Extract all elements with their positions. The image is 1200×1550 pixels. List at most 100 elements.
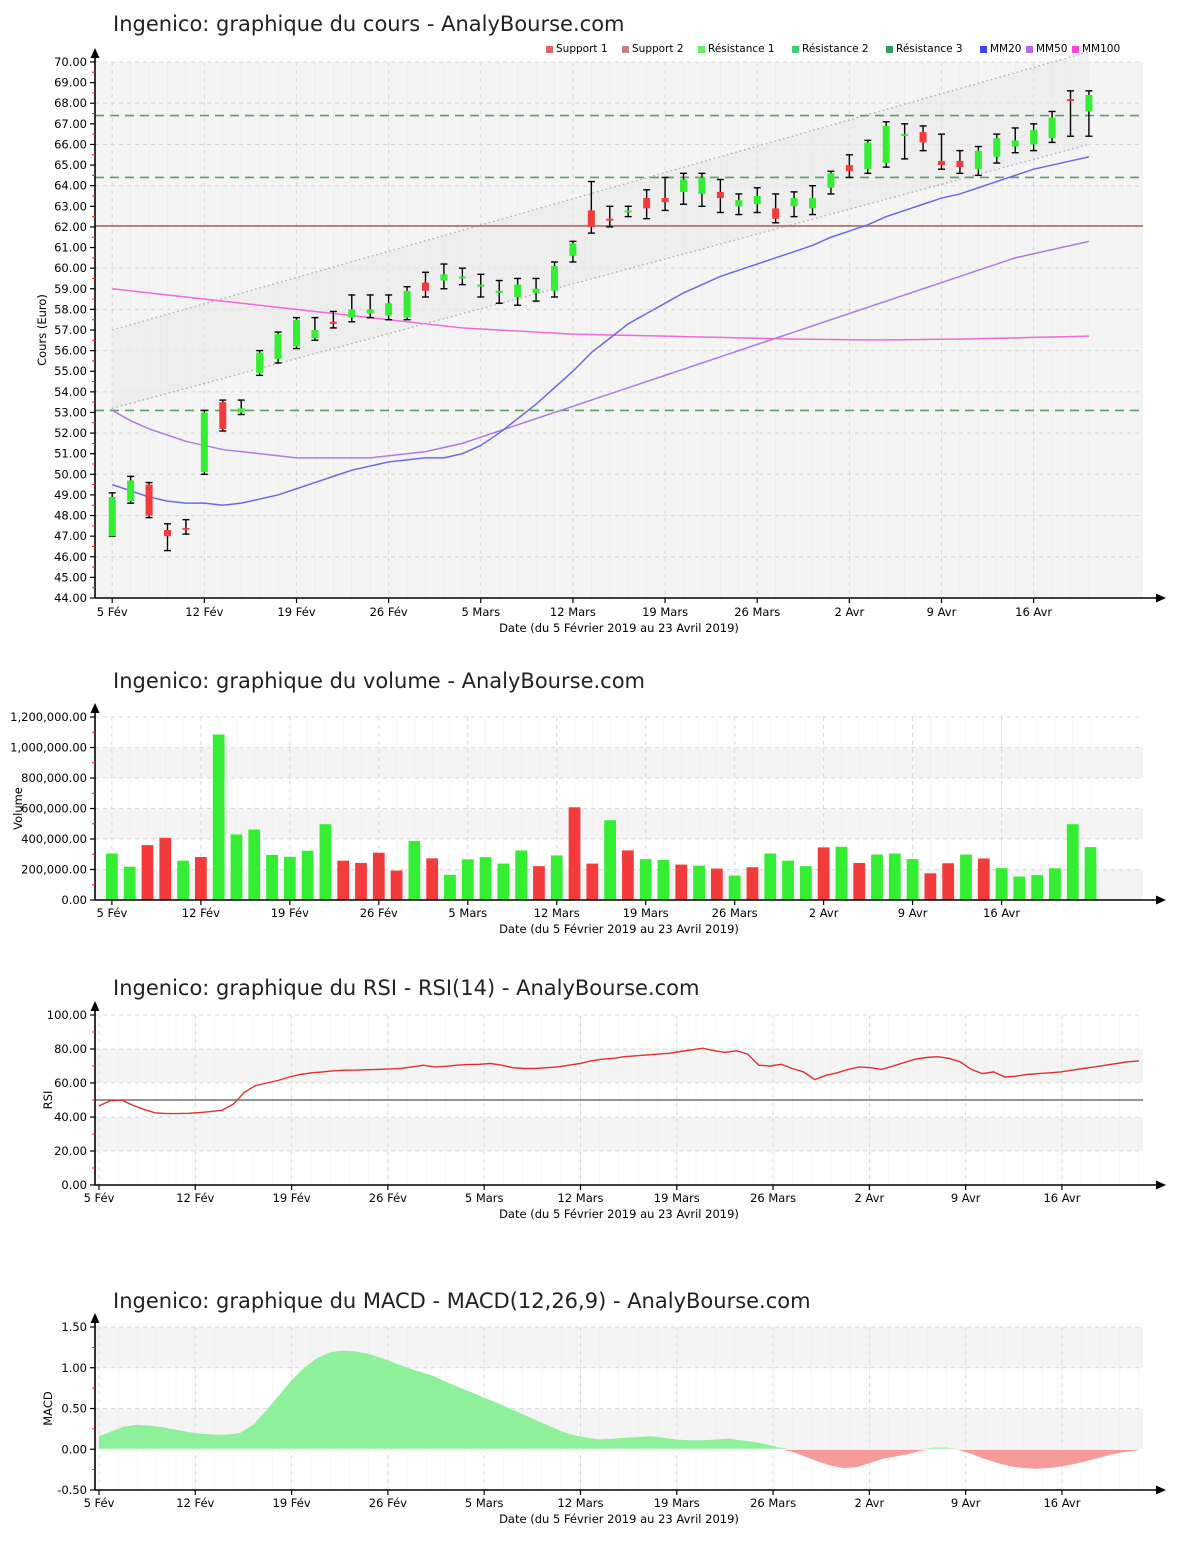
svg-text:12 Fév: 12 Fév xyxy=(182,906,220,920)
svg-text:51.00: 51.00 xyxy=(54,447,87,461)
svg-text:46.00: 46.00 xyxy=(54,550,87,564)
volume-chart-panel: Ingenico: graphique du volume - AnalyBou… xyxy=(0,655,1200,955)
svg-text:55.00: 55.00 xyxy=(54,364,87,378)
svg-text:5 Fév: 5 Fév xyxy=(84,1496,115,1510)
svg-text:Support 2: Support 2 xyxy=(632,43,684,55)
svg-text:12 Mars: 12 Mars xyxy=(557,1191,603,1205)
svg-text:Résistance 2: Résistance 2 xyxy=(802,43,869,55)
price-chart-panel: Ingenico: graphique du cours - AnalyBour… xyxy=(0,0,1200,650)
svg-text:80.00: 80.00 xyxy=(54,1042,87,1056)
svg-text:Date (du 5 Février 2019 au 23: Date (du 5 Février 2019 au 23 Avril 2019… xyxy=(499,1207,739,1221)
svg-text:12 Mars: 12 Mars xyxy=(557,1496,603,1510)
svg-text:26 Mars: 26 Mars xyxy=(750,1191,796,1205)
svg-text:50.00: 50.00 xyxy=(54,467,87,481)
svg-text:-0.50: -0.50 xyxy=(57,1483,87,1497)
svg-text:62.00: 62.00 xyxy=(54,220,87,234)
svg-text:Résistance 3: Résistance 3 xyxy=(896,43,963,55)
svg-text:48.00: 48.00 xyxy=(54,509,87,523)
svg-text:58.00: 58.00 xyxy=(54,302,87,316)
svg-text:Résistance 1: Résistance 1 xyxy=(708,43,775,55)
svg-text:600,000.00: 600,000.00 xyxy=(21,802,87,816)
svg-text:12 Mars: 12 Mars xyxy=(550,605,596,619)
svg-text:2 Avr: 2 Avr xyxy=(855,1191,885,1205)
svg-text:63.00: 63.00 xyxy=(54,199,87,213)
svg-text:0.00: 0.00 xyxy=(61,1178,87,1192)
svg-text:400,000.00: 400,000.00 xyxy=(21,832,87,846)
svg-text:12 Fév: 12 Fév xyxy=(176,1191,214,1205)
svg-text:66.00: 66.00 xyxy=(54,137,87,151)
svg-text:5 Mars: 5 Mars xyxy=(461,605,500,619)
svg-text:69.00: 69.00 xyxy=(54,76,87,90)
svg-text:70.00: 70.00 xyxy=(54,55,87,69)
svg-text:12 Mars: 12 Mars xyxy=(534,906,580,920)
svg-text:0.00: 0.00 xyxy=(61,1442,87,1456)
svg-text:5 Fév: 5 Fév xyxy=(84,1191,115,1205)
svg-text:12 Fév: 12 Fév xyxy=(176,1496,214,1510)
svg-text:100.00: 100.00 xyxy=(47,1008,87,1022)
svg-text:53.00: 53.00 xyxy=(54,405,87,419)
svg-text:16 Avr: 16 Avr xyxy=(1015,605,1052,619)
svg-text:5 Mars: 5 Mars xyxy=(465,1496,504,1510)
svg-text:60.00: 60.00 xyxy=(54,1076,87,1090)
svg-text:19 Fév: 19 Fév xyxy=(271,906,309,920)
svg-text:26 Mars: 26 Mars xyxy=(750,1496,796,1510)
rsi-chart-title: Ingenico: graphique du RSI - RSI(14) - A… xyxy=(113,976,700,1000)
svg-text:Support 1: Support 1 xyxy=(556,43,608,55)
svg-text:1.00: 1.00 xyxy=(61,1361,87,1375)
svg-text:5 Fév: 5 Fév xyxy=(97,605,128,619)
svg-text:Date (du 5 Février 2019 au 23: Date (du 5 Février 2019 au 23 Avril 2019… xyxy=(499,621,739,635)
svg-text:Cours (Euro): Cours (Euro) xyxy=(35,294,49,366)
svg-text:19 Fév: 19 Fév xyxy=(273,1191,311,1205)
svg-text:200,000.00: 200,000.00 xyxy=(21,863,87,877)
svg-text:800,000.00: 800,000.00 xyxy=(21,771,87,785)
svg-text:65.00: 65.00 xyxy=(54,158,87,172)
svg-text:9 Avr: 9 Avr xyxy=(898,906,928,920)
svg-text:9 Avr: 9 Avr xyxy=(951,1496,981,1510)
volume-chart-title: Ingenico: graphique du volume - AnalyBou… xyxy=(113,669,646,693)
svg-text:5 Fév: 5 Fév xyxy=(96,906,127,920)
macd-chart-title: Ingenico: graphique du MACD - MACD(12,26… xyxy=(113,1289,811,1313)
volume-chart-svg: 0.00 200,000.00 400,000.00 600,000.00 800,00… xyxy=(10,703,1166,936)
svg-text:2 Avr: 2 Avr xyxy=(809,906,839,920)
macd-chart-svg: -0.50 0.00 0.50 1.00 1.50 5 Fév 12 Fév 19 Fév 26… xyxy=(41,1313,1166,1526)
svg-text:9 Avr: 9 Avr xyxy=(927,605,957,619)
svg-text:MM100: MM100 xyxy=(1082,43,1120,55)
svg-text:47.00: 47.00 xyxy=(54,529,87,543)
svg-text:Date (du 5 Février 2019 au 23: Date (du 5 Février 2019 au 23 Avril 2019… xyxy=(499,1512,739,1526)
svg-text:1,200,000.00: 1,200,000.00 xyxy=(10,710,87,724)
svg-text:19 Fév: 19 Fév xyxy=(277,605,315,619)
svg-text:45.00: 45.00 xyxy=(54,570,87,584)
svg-text:26 Mars: 26 Mars xyxy=(712,906,758,920)
svg-text:40.00: 40.00 xyxy=(54,1110,87,1124)
svg-text:61.00: 61.00 xyxy=(54,241,87,255)
svg-text:26 Fév: 26 Fév xyxy=(370,605,408,619)
svg-text:19 Mars: 19 Mars xyxy=(654,1496,700,1510)
svg-text:16 Avr: 16 Avr xyxy=(983,906,1020,920)
svg-text:9 Avr: 9 Avr xyxy=(951,1191,981,1205)
svg-text:RSI: RSI xyxy=(41,1091,55,1110)
svg-text:59.00: 59.00 xyxy=(54,282,87,296)
svg-text:2 Avr: 2 Avr xyxy=(835,605,865,619)
svg-text:56.00: 56.00 xyxy=(54,344,87,358)
svg-text:67.00: 67.00 xyxy=(54,117,87,131)
svg-text:54.00: 54.00 xyxy=(54,385,87,399)
svg-text:26 Mars: 26 Mars xyxy=(734,605,780,619)
svg-text:49.00: 49.00 xyxy=(54,488,87,502)
rsi-chart-svg: 0.00 20.00 40.00 60.00 80.00 100.00 5 Fév 12 Fé… xyxy=(41,1001,1166,1221)
svg-text:2 Avr: 2 Avr xyxy=(855,1496,885,1510)
svg-text:26 Fév: 26 Fév xyxy=(360,906,398,920)
svg-text:MACD: MACD xyxy=(41,1391,55,1426)
svg-text:44.00: 44.00 xyxy=(54,591,87,605)
svg-text:26 Fév: 26 Fév xyxy=(369,1191,407,1205)
svg-text:19 Mars: 19 Mars xyxy=(654,1191,700,1205)
macd-chart-panel: Ingenico: graphique du MACD - MACD(12,26… xyxy=(0,1275,1200,1550)
svg-text:20.00: 20.00 xyxy=(54,1144,87,1158)
svg-text:19 Mars: 19 Mars xyxy=(642,605,688,619)
svg-text:MM50: MM50 xyxy=(1036,43,1067,55)
svg-text:19 Fév: 19 Fév xyxy=(273,1496,311,1510)
svg-text:5 Mars: 5 Mars xyxy=(448,906,487,920)
svg-text:64.00: 64.00 xyxy=(54,179,87,193)
svg-text:Date (du 5 Février 2019 au 23: Date (du 5 Février 2019 au 23 Avril 2019… xyxy=(499,922,739,936)
svg-text:0.50: 0.50 xyxy=(61,1402,87,1416)
rsi-chart-panel: Ingenico: graphique du RSI - RSI(14) - A… xyxy=(0,960,1200,1260)
